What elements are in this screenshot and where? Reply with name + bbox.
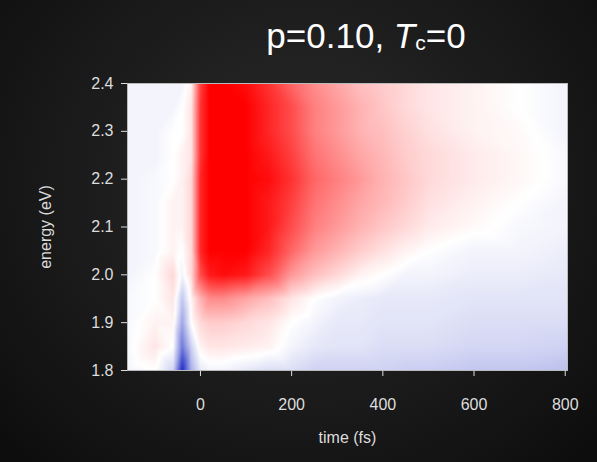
svg-text:time (fs): time (fs) — [319, 429, 377, 446]
svg-text:1.9: 1.9 — [91, 314, 113, 331]
svg-text:400: 400 — [369, 396, 396, 413]
svg-text:energy (eV): energy (eV) — [37, 185, 54, 269]
svg-text:1.8: 1.8 — [91, 362, 113, 379]
svg-text:2.2: 2.2 — [91, 170, 113, 187]
svg-text:800: 800 — [552, 396, 579, 413]
svg-text:2.1: 2.1 — [91, 218, 113, 235]
svg-text:200: 200 — [278, 396, 305, 413]
svg-text:2.3: 2.3 — [91, 122, 113, 139]
html-text:p=0.10, Tc=0: p=0.10, Tc=0 — [266, 16, 466, 55]
svg-text:600: 600 — [461, 396, 488, 413]
svg-text:2.0: 2.0 — [91, 266, 113, 283]
svg-text:0: 0 — [196, 396, 205, 413]
svg-text:2.4: 2.4 — [91, 75, 113, 92]
